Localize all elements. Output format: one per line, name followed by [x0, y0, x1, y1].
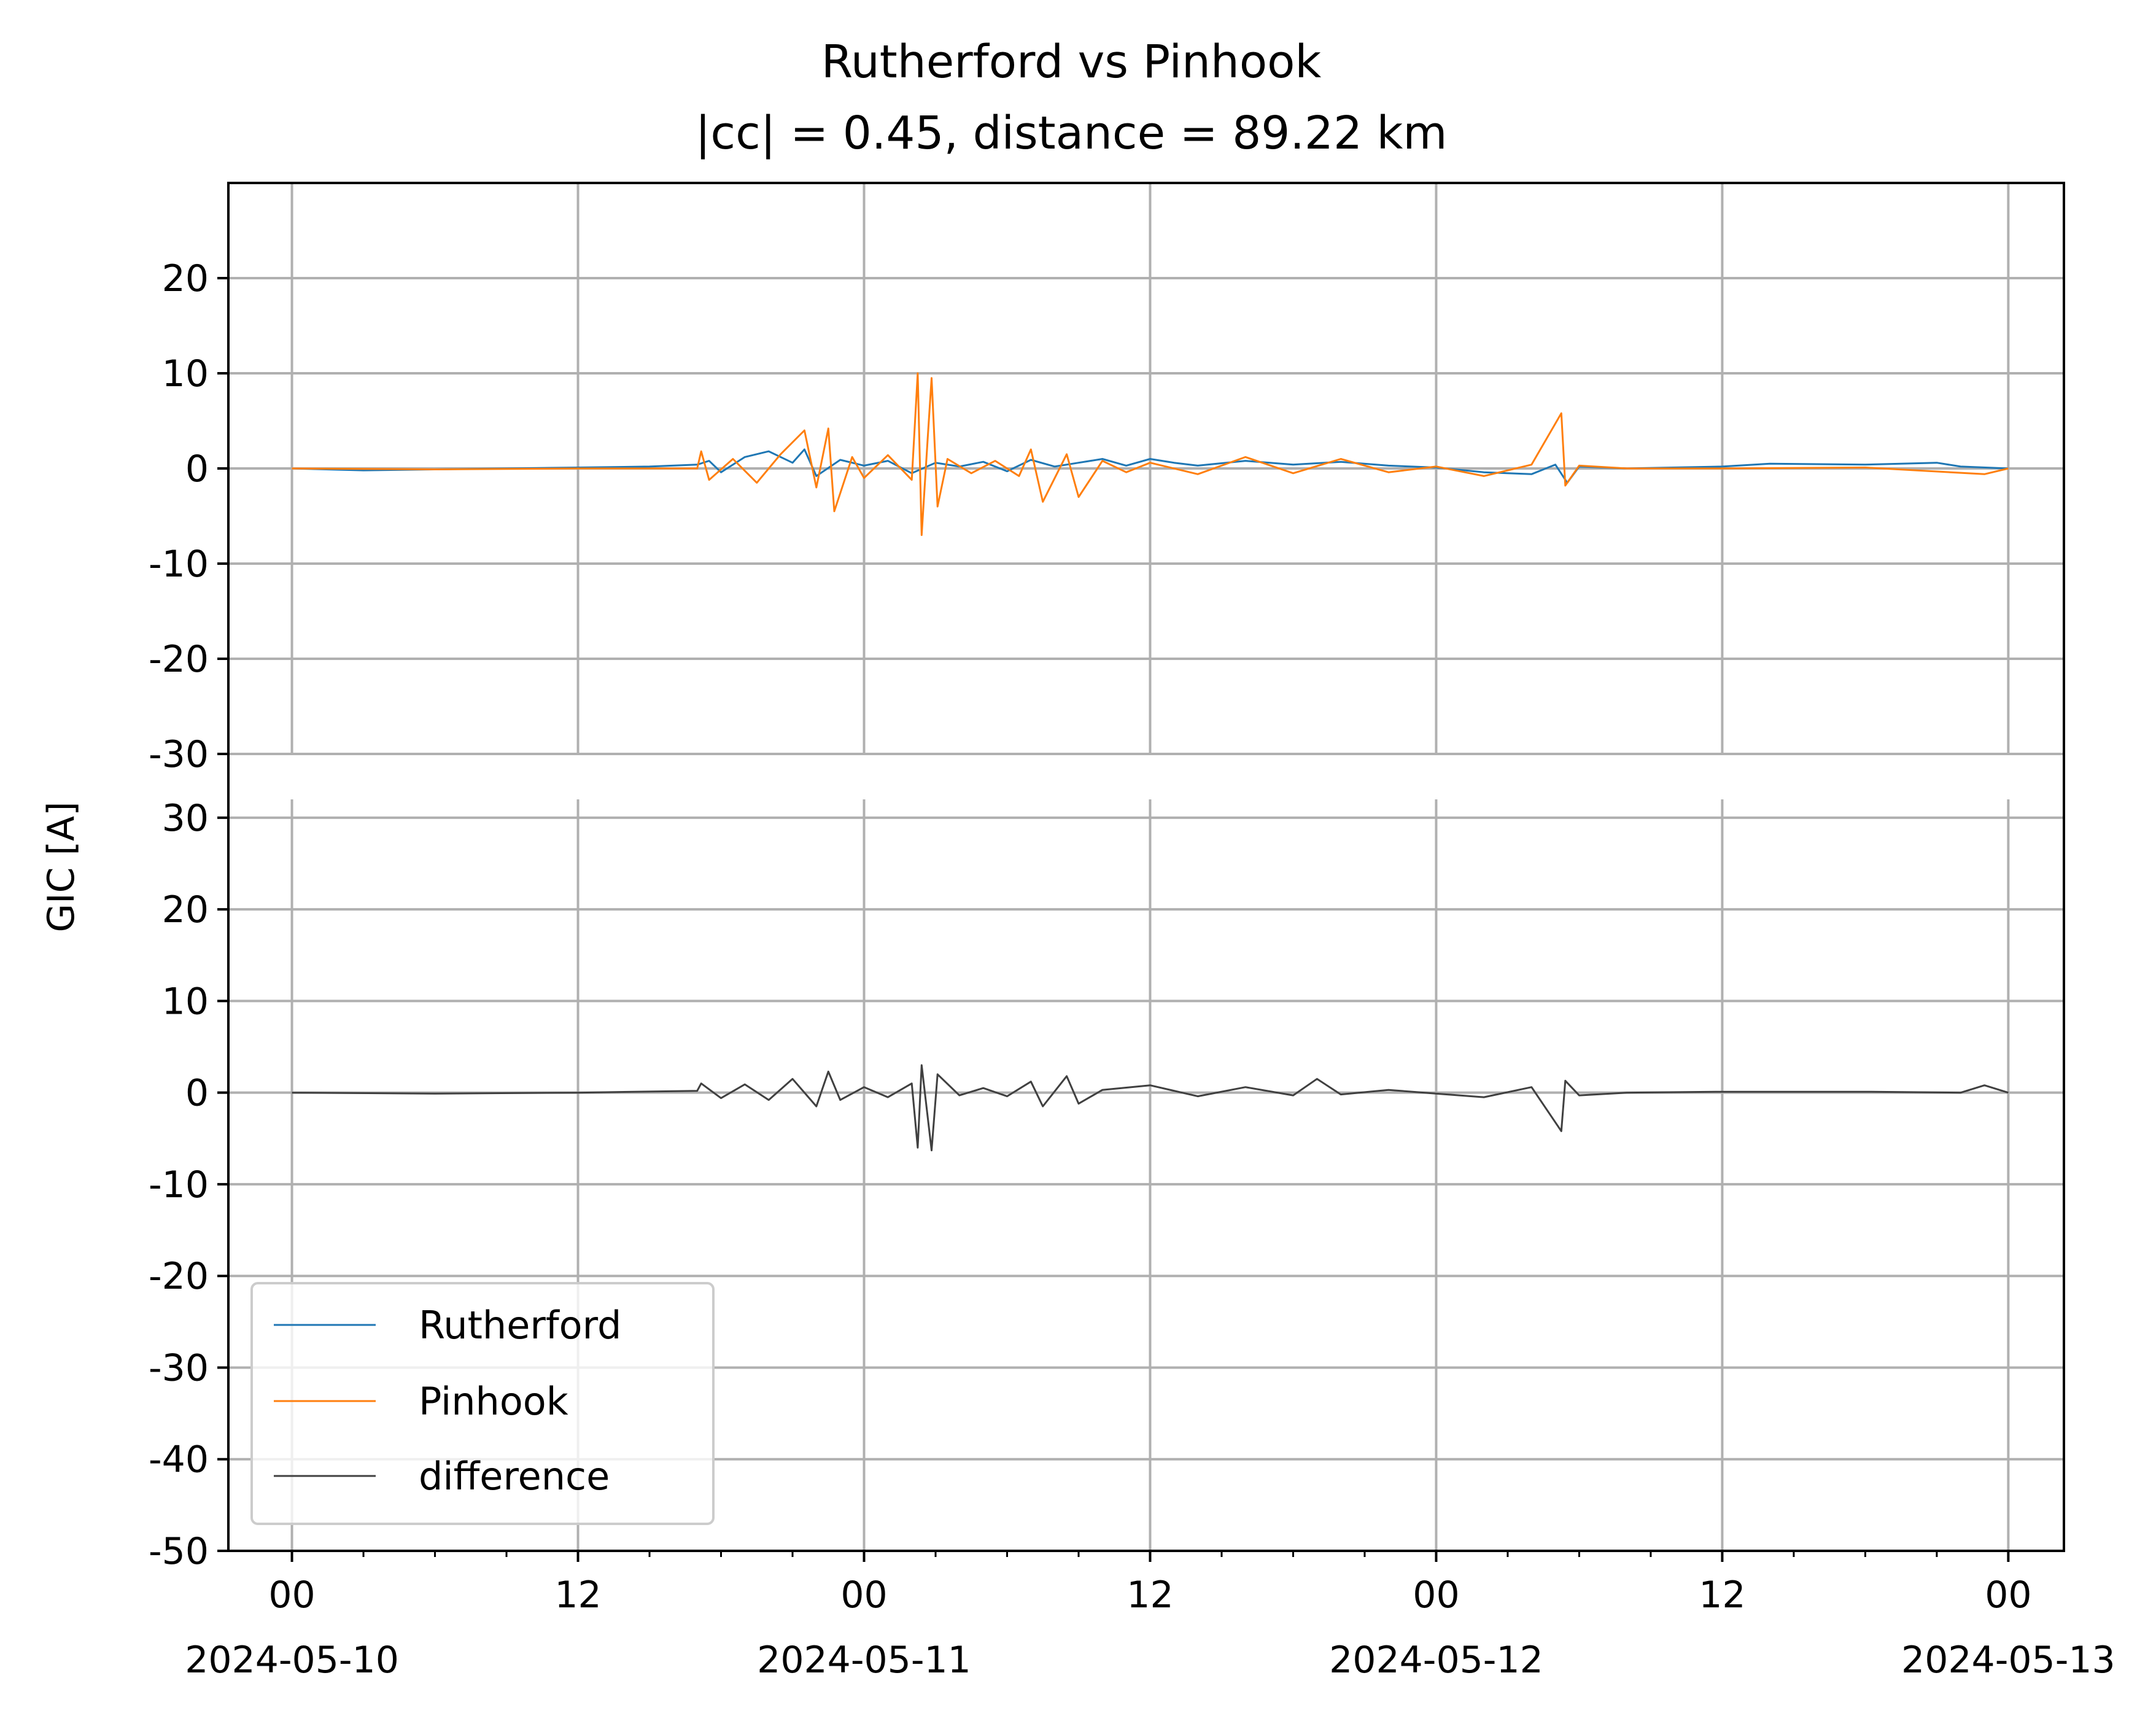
legend-label-pinhook: Pinhook — [419, 1379, 568, 1424]
y-tick-label-1-3: 0 — [185, 1072, 209, 1115]
x-tick-label-1: 12 — [554, 1574, 601, 1617]
x-tick-date-4: 2024-05-12 — [1329, 1639, 1543, 1682]
x-tick-label-3: 12 — [1126, 1574, 1173, 1617]
y-tick-label-1-7: -40 — [149, 1439, 209, 1481]
x-tick-label-2: 00 — [840, 1574, 887, 1617]
y-tick-label-0-0: 20 — [162, 257, 209, 300]
x-tick-date-6: 2024-05-13 — [1901, 1639, 2115, 1682]
x-tick-label-4: 00 — [1413, 1574, 1459, 1617]
x-tick-label-5: 12 — [1699, 1574, 1745, 1617]
legend-label-difference: difference — [419, 1454, 610, 1499]
series-layer — [292, 372, 2009, 1152]
y-tick-label-0-4: -20 — [149, 638, 209, 681]
plot-frame — [227, 182, 2065, 1552]
y-tick-label-1-0: 30 — [162, 797, 209, 840]
y-tick-label-1-1: 20 — [162, 888, 209, 931]
y-tick-label-0-1: 10 — [162, 352, 209, 395]
legend: Rutherford Pinhook difference — [250, 1282, 715, 1525]
y-tick-label-0-5: -30 — [149, 733, 209, 776]
legend-box — [250, 1282, 715, 1525]
y-tick-label-1-5: -20 — [149, 1255, 209, 1298]
x-tick-date-2: 2024-05-11 — [757, 1639, 971, 1682]
chart-title: Rutherford vs Pinhook — [821, 36, 1322, 88]
y-tick-label-1-8: -50 — [149, 1530, 209, 1573]
x-tick-date-0: 2024-05-10 — [185, 1639, 399, 1682]
series-line-difference — [292, 1064, 2009, 1152]
x-tick-label-6: 00 — [1985, 1574, 2031, 1617]
y-tick-label-0-2: 0 — [185, 448, 209, 491]
legend-label-rutherford: Rutherford — [419, 1303, 621, 1348]
series-line-pinhook — [292, 372, 2009, 536]
y-tick-label-0-3: -10 — [149, 543, 209, 586]
y-tick-label-1-4: -10 — [149, 1163, 209, 1206]
y-tick-label-1-2: 10 — [162, 980, 209, 1023]
x-tick-label-0: 00 — [268, 1574, 315, 1617]
y-tick-label-1-6: -30 — [149, 1346, 209, 1389]
axis-layer: 20 10 0 -10 -20 -30 30 20 10 0 -10 -20 -30 -40 -50 00 20… — [149, 257, 2115, 1682]
chart-subtitle: |cc| = 0.45, distance = 89.22 km — [695, 107, 1447, 160]
y-axis-label: GIC [A] — [40, 801, 83, 932]
